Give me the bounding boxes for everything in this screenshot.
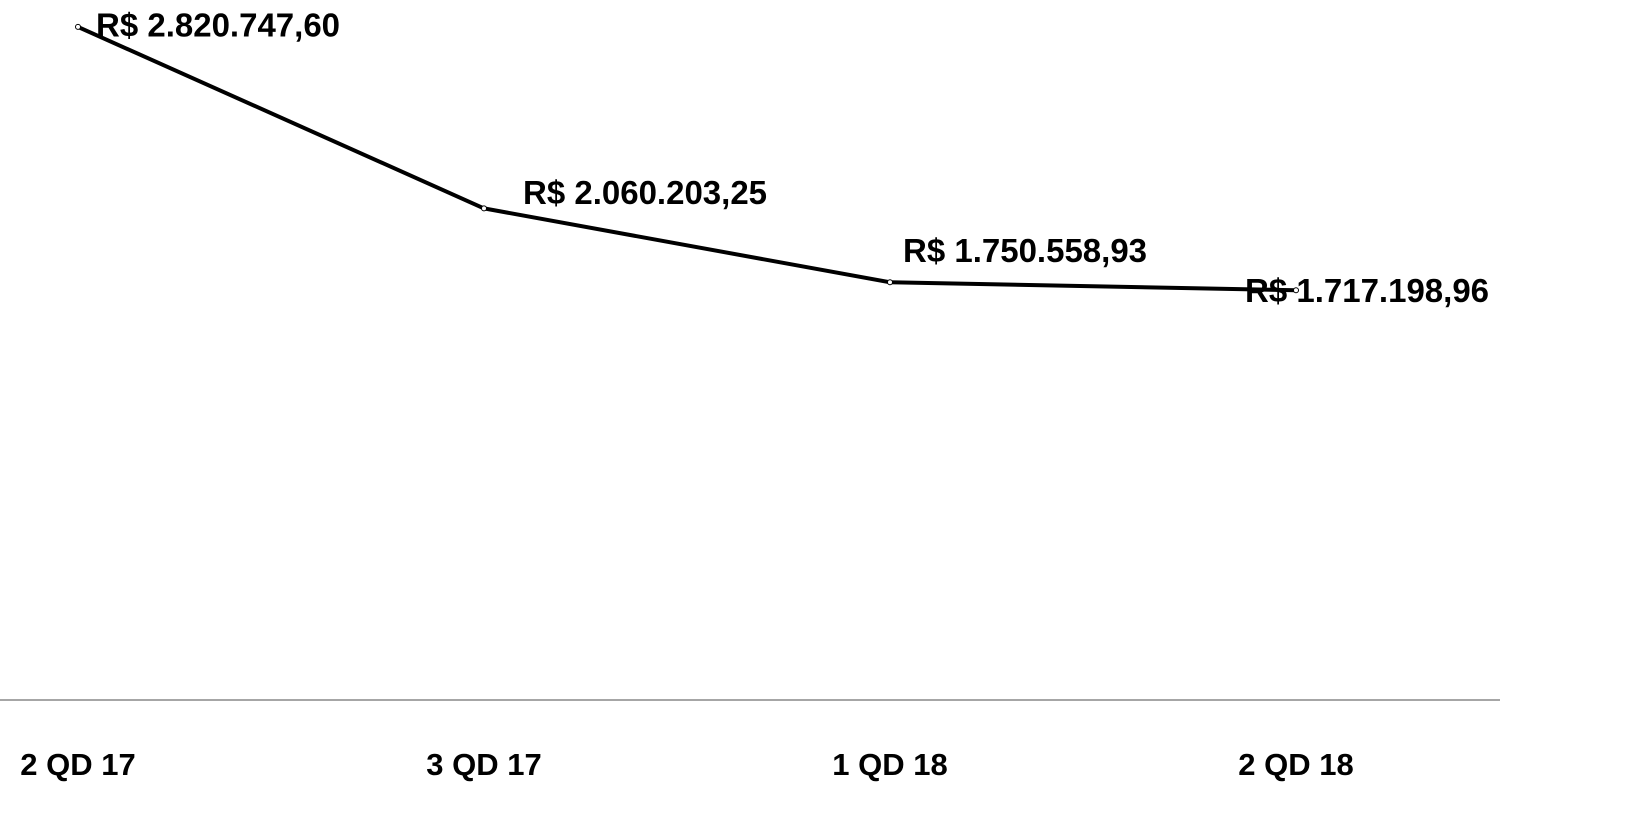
- data-label: R$ 2.820.747,60: [96, 7, 340, 44]
- point: [75, 23, 81, 30]
- line-series: [77, 25, 1297, 293]
- x-tick-label: 3 QD 17: [426, 747, 541, 782]
- x-tick-label: 2 QD 18: [1238, 747, 1353, 782]
- data-label: R$ 1.750.558,93: [903, 232, 1147, 269]
- x-tick-label: 1 QD 18: [832, 747, 947, 782]
- point: [481, 205, 487, 212]
- data-label: R$ 2.060.203,25: [523, 174, 767, 211]
- point: [887, 279, 893, 286]
- point: [1293, 287, 1299, 294]
- x-tick-label: 2 QD 17: [20, 747, 135, 782]
- data-label: R$ 1.717.198,96: [1245, 272, 1489, 309]
